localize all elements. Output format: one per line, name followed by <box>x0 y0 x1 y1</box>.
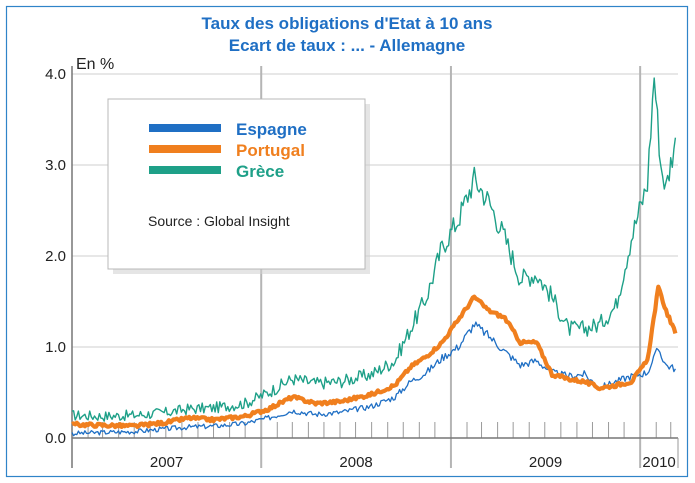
y-tick-label: 3.0 <box>45 157 66 174</box>
y-tick-label: 2.0 <box>45 248 66 265</box>
y-axis-label: En % <box>76 56 114 73</box>
series <box>71 77 678 437</box>
legend-label: Grèce <box>236 162 284 181</box>
legend-swatch <box>149 124 221 132</box>
x-year-label: 2007 <box>150 454 183 471</box>
source-note: Source : Global Insight <box>148 213 290 229</box>
x-year-label: 2009 <box>529 454 562 471</box>
x-year-label: 2008 <box>339 454 372 471</box>
chart-title: Taux des obligations d'Etat à 10 ans <box>202 14 493 33</box>
legend-box <box>107 98 366 270</box>
legend-label: Portugal <box>236 141 305 160</box>
y-tick-label: 0.0 <box>45 430 66 447</box>
chart-subtitle: Ecart de taux : ... - Allemagne <box>229 36 466 55</box>
legend-swatch <box>149 145 221 153</box>
legend-label: Espagne <box>236 120 307 139</box>
legend: Espagne Portugal Grèce Source : Global Ins… <box>107 98 370 274</box>
series-line-portugal <box>71 284 678 430</box>
y-tick-label: 1.0 <box>45 339 66 356</box>
y-tick-label: 4.0 <box>45 66 66 83</box>
x-year-label: 2010 <box>642 454 675 471</box>
axes: 0.0 1.0 2.0 3.0 4.0 2007 2008 2009 2010 <box>45 66 679 471</box>
series-line-grèce <box>71 77 677 422</box>
legend-swatch <box>149 166 221 174</box>
